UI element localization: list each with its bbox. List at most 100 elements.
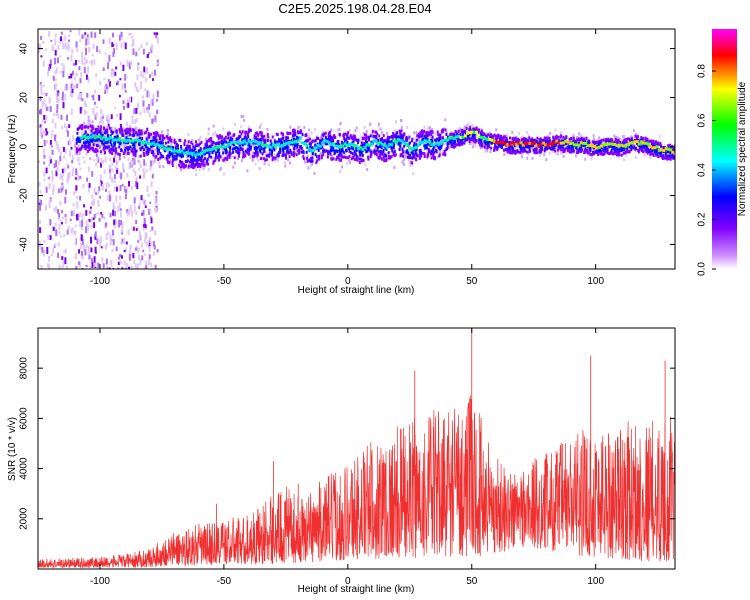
spectrogram-band-cell (293, 151, 296, 155)
spectrogram-noise-cell (61, 68, 64, 73)
spectrogram-halo-cell (357, 154, 360, 158)
spectrogram-halo-cell (427, 126, 430, 130)
spectrogram-halo-cell (195, 168, 197, 172)
spectrogram-band-cell (245, 137, 248, 141)
spectrogram-band-cell (196, 157, 199, 161)
spectrogram-halo-cell (455, 141, 458, 145)
spectrogram-band-cell (348, 149, 351, 153)
spectrogram-band-cell (190, 141, 193, 144)
spectrogram-noise-cell (55, 113, 58, 117)
spectrogram-halo-cell (444, 141, 447, 145)
spectrogram-band-cell (200, 157, 203, 160)
spectrogram-noise-cell (112, 32, 114, 38)
spectrogram-noise-cell (62, 42, 65, 50)
spectrogram-noise-cell (143, 217, 146, 225)
spectrogram-band-cell (96, 127, 99, 131)
spectrogram-noise-cell (39, 199, 41, 204)
spectrogram-noise-cell (64, 148, 67, 154)
spectrogram-band-cell (135, 131, 138, 134)
spectrogram-noise-cell (61, 173, 64, 176)
spectrogram-band-cell (244, 135, 247, 139)
spectrogram-band-cell (394, 134, 397, 138)
spectrogram-band-cell (426, 131, 429, 135)
spectrogram-halo-cell (195, 173, 198, 176)
spectrogram-noise-cell (147, 193, 150, 197)
spectrogram-band-cell (338, 148, 341, 152)
spectrogram-halo-cell (81, 142, 84, 146)
spectrogram-band-cell (486, 146, 489, 150)
spectrogram-band-cell (523, 139, 526, 143)
spectrogram-noise-cell (72, 202, 75, 207)
spectrogram-halo-cell (320, 135, 323, 139)
spectrogram-halo-cell (207, 168, 210, 171)
spectrogram-halo-cell (115, 141, 118, 145)
spectrogram-band-cell (351, 152, 354, 156)
spectrogram-noise-cell (90, 247, 93, 253)
spectrogram-band-cell (490, 135, 493, 139)
spectrogram-band-cell (598, 140, 601, 144)
spectrogram-halo-cell (185, 155, 188, 158)
spectrogram-band-cell (651, 149, 654, 153)
spectrogram-noise-cell (123, 260, 126, 266)
spectrogram-band-cell (95, 143, 98, 147)
spectrogram-halo-cell (283, 161, 286, 165)
spectrogram-band-cell (343, 151, 346, 155)
spectrogram-band-cell (439, 136, 442, 140)
spectrogram-halo-cell (187, 142, 190, 146)
spectrogram-band-cell (503, 135, 506, 139)
spectrogram-band-cell (166, 135, 168, 139)
spectrogram-noise-cell (77, 96, 80, 100)
spectrogram-band-cell (533, 138, 536, 142)
spectrogram-noise-cell (83, 204, 86, 208)
spectrogram-halo-cell (198, 168, 201, 172)
spectrogram-band-cell (419, 134, 421, 138)
spectrogram-band-cell (192, 166, 195, 169)
spectrogram-band-cell (594, 150, 597, 154)
spectrogram-band-cell (285, 144, 288, 148)
spectrogram-band-cell (580, 144, 583, 148)
spectrogram-noise-cell (151, 159, 154, 165)
spectrogram-band-cell (136, 133, 139, 137)
spectrogram-noise-cell (103, 86, 106, 91)
figure-title: C2E5.2025.198.04.28.E04 (278, 1, 431, 16)
spectrogram-band-cell (457, 139, 460, 142)
spectrogram-noise-cell (107, 195, 110, 202)
spectrogram-core-cell (131, 139, 135, 143)
spectrogram-band-cell (302, 150, 305, 154)
spectrogram-band-cell (95, 138, 97, 142)
spectrogram-band-cell (279, 147, 282, 151)
spectrogram-core-cell (231, 140, 235, 144)
spectrogram-noise-cell (122, 64, 125, 71)
spectrogram-noise-cell (142, 172, 145, 179)
spectrogram-halo-cell (288, 144, 291, 148)
spectrogram-band-cell (452, 142, 454, 146)
spectrogram-band-cell (673, 156, 675, 160)
spectrogram-noise-cell (149, 160, 152, 168)
spectrogram-halo-cell (276, 159, 279, 163)
spectrogram-band-cell (104, 129, 107, 133)
spectrogram-noise-cell (43, 154, 46, 159)
spectrogram-noise-cell (94, 246, 97, 254)
spectrogram-band-cell (592, 150, 594, 154)
spectrogram-core-cell (238, 141, 242, 145)
spectrogram-band-cell (639, 147, 642, 151)
spectrogram-band-cell (473, 127, 476, 131)
spectrogram-core-cell (196, 152, 200, 156)
spectrogram-noise-cell (107, 267, 110, 269)
spectrogram-band-cell (317, 157, 320, 161)
spectrogram-halo-cell (308, 134, 311, 138)
spectrogram-noise-cell (128, 208, 131, 215)
spectrogram-noise-cell (107, 79, 110, 83)
spectrogram-halo-cell (563, 136, 566, 140)
spectrogram-noise-cell (125, 241, 128, 245)
spectrogram-halo-cell (154, 157, 157, 161)
spectrogram-band-cell (459, 132, 462, 136)
spectrogram-noise-cell (118, 94, 121, 98)
spectrogram-core-cell (234, 141, 238, 145)
spectrogram-noise-cell (61, 216, 64, 220)
spectrogram-band-cell (374, 134, 377, 138)
spectrogram-band-cell (401, 147, 404, 151)
spectrogram-band-cell (593, 152, 595, 156)
spectrogram-noise-cell (130, 96, 133, 103)
